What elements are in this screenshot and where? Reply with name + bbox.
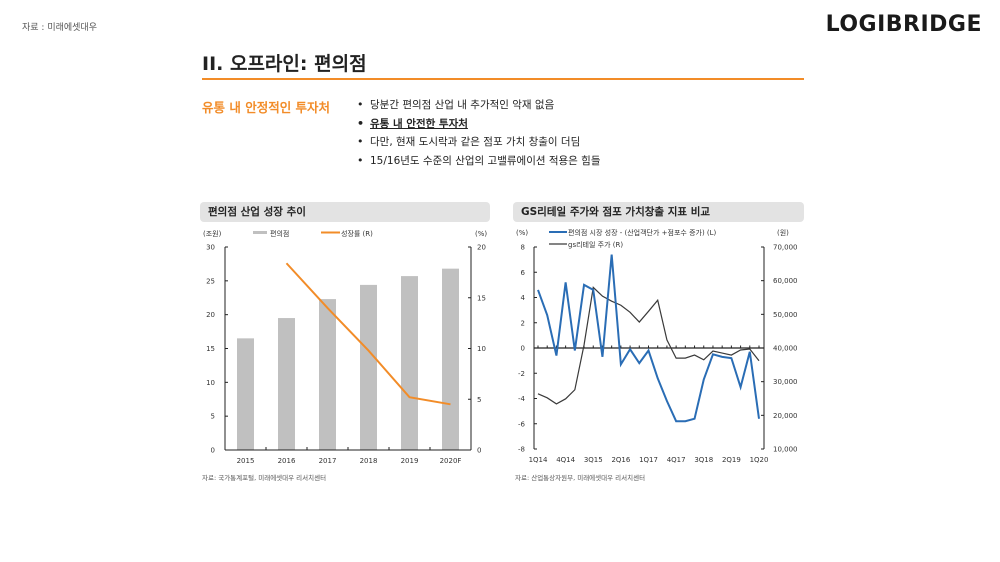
- y-tick-label-left: 8: [521, 244, 525, 252]
- y-tick-label-left: 15: [206, 345, 215, 353]
- y-tick-label-left: 0: [211, 447, 215, 455]
- right-ylabel-left: (%): [516, 229, 528, 237]
- y-tick-label-right: 20,000: [773, 412, 798, 420]
- y-tick-label-right: 50,000: [773, 311, 798, 319]
- y-tick-label-right: 10,000: [773, 446, 798, 454]
- bullet-text: 15/16년도 수준의 산업의 고밸류에이션 적용은 힘들: [370, 154, 601, 167]
- bullet-text: 당분간 편의점 산업 내 추가적인 악재 없음: [370, 99, 555, 111]
- y-tick-label-left: 20: [206, 311, 215, 319]
- legend-swatch-bar: [253, 231, 267, 234]
- left-ylabel-left: (조원): [203, 229, 222, 238]
- y-tick-label-right: 30,000: [773, 378, 798, 386]
- market-growth-line: [537, 254, 760, 423]
- bar-2016: [278, 318, 295, 450]
- bullet-item-emphasis: 유통 내 안전한 투자처: [357, 115, 601, 134]
- bar-2020F: [442, 268, 459, 450]
- x-tick-label: 3Q15: [584, 456, 603, 464]
- y-tick-label-left: -6: [518, 420, 526, 428]
- x-tick-label: 2019: [401, 457, 419, 465]
- bar-2017: [319, 299, 336, 450]
- y-tick-label-right: 20: [477, 244, 486, 252]
- left-chart-plot: 0 5 10 15 20 25 30 0 5 10 15 20 2015 2016 2017 2018 2019…: [206, 244, 486, 466]
- x-tick-label: 4Q14: [556, 456, 575, 464]
- chart-source-left: 자료: 국가통계포털, 미래에셋대우 리서치센터: [202, 474, 327, 482]
- y-tick-label-right: 60,000: [773, 277, 798, 285]
- bullet-item: 다만, 현재 도시락과 같은 점포 가치 창출이 더딤: [357, 133, 601, 152]
- page-title: II. 오프라인: 편의점: [202, 53, 367, 75]
- x-tick-label: 2015: [237, 457, 255, 465]
- y-tick-label-left: -4: [518, 395, 526, 403]
- legend-label-line: 성장률 (R): [341, 229, 373, 238]
- bullet-item: 15/16년도 수준의 산업의 고밸류에이션 적용은 힘들: [357, 152, 601, 171]
- bullet-item: 당분간 편의점 산업 내 추가적인 악재 없음: [357, 96, 601, 115]
- y-tick-label-right: 5: [477, 396, 481, 404]
- x-tick-label: 2017: [319, 457, 337, 465]
- source-note: 자료 : 미래에셋대우: [22, 23, 97, 33]
- x-tick-label: 3Q18: [694, 456, 713, 464]
- y-tick-label-right: 0: [477, 447, 481, 455]
- bullet-text: 다만, 현재 도시락과 같은 점포 가치 창출이 더딤: [370, 136, 581, 148]
- section-subhead: 유통 내 안정적인 투자처: [202, 100, 331, 115]
- x-tick-label: 2Q16: [611, 456, 630, 464]
- right-ylabel-right: (원): [777, 228, 789, 237]
- y-tick-label-left: 25: [206, 277, 215, 285]
- y-tick-label-left: 10: [206, 379, 215, 387]
- y-tick-label-left: 0: [521, 345, 525, 353]
- chart-source-right: 자료: 산업통상자원부, 미래에셋대우 리서치센터: [515, 474, 646, 482]
- y-tick-label-left: 30: [206, 244, 215, 252]
- bar-2019: [401, 276, 418, 450]
- y-tick-label-right: 40,000: [773, 345, 798, 353]
- x-tick-label: 2Q19: [722, 456, 741, 464]
- title-divider: [202, 78, 804, 80]
- bullet-list: 당분간 편의점 산업 내 추가적인 악재 없음 유통 내 안전한 투자처 다만,…: [357, 96, 601, 170]
- y-tick-label-right: 15: [477, 294, 486, 302]
- y-tick-label-right: 70,000: [773, 244, 798, 252]
- x-tick-label: 2016: [278, 457, 296, 465]
- logo: LOGIBRIDGE: [825, 12, 982, 37]
- x-tick-label: 4Q17: [667, 456, 686, 464]
- y-tick-label-left: 4: [521, 294, 526, 302]
- right-chart-plot: -8 -6 -4 -2 0 2 4 6 8 10,000 20,000 30,000 40,000 50,…: [518, 244, 797, 465]
- left-ylabel-right: (%): [475, 230, 487, 238]
- y-tick-label-left: -2: [518, 370, 525, 378]
- y-tick-label-left: 5: [211, 413, 215, 421]
- x-tick-label: 1Q17: [639, 456, 658, 464]
- legend-label-blue: 편의점 시장 성장 - (산업객단가 +점포수 증가) (L): [568, 228, 717, 237]
- y-tick-label-left: -8: [518, 446, 525, 454]
- bullet-text: 유통 내 안전한 투자처: [370, 117, 468, 130]
- x-tick-label: 2020F: [440, 457, 462, 465]
- y-tick-label-left: 2: [521, 319, 525, 327]
- chart-title-gs-retail: GS리테일 주가와 점포 가치창출 지표 비교: [513, 202, 804, 222]
- bar-2015: [237, 338, 254, 450]
- x-tick-label: 1Q20: [750, 456, 769, 464]
- legend-label-black: gs리테일 주가 (R): [568, 240, 623, 249]
- y-tick-label-left: 6: [521, 269, 526, 277]
- bar-2018: [360, 284, 377, 450]
- chart-title-convenience-growth: 편의점 산업 성장 추이: [200, 202, 490, 222]
- x-tick-label: 1Q14: [529, 456, 548, 464]
- legend-label-bar: 편의점: [270, 229, 289, 238]
- y-tick-label-right: 10: [477, 345, 486, 353]
- x-tick-label: 2018: [360, 457, 378, 465]
